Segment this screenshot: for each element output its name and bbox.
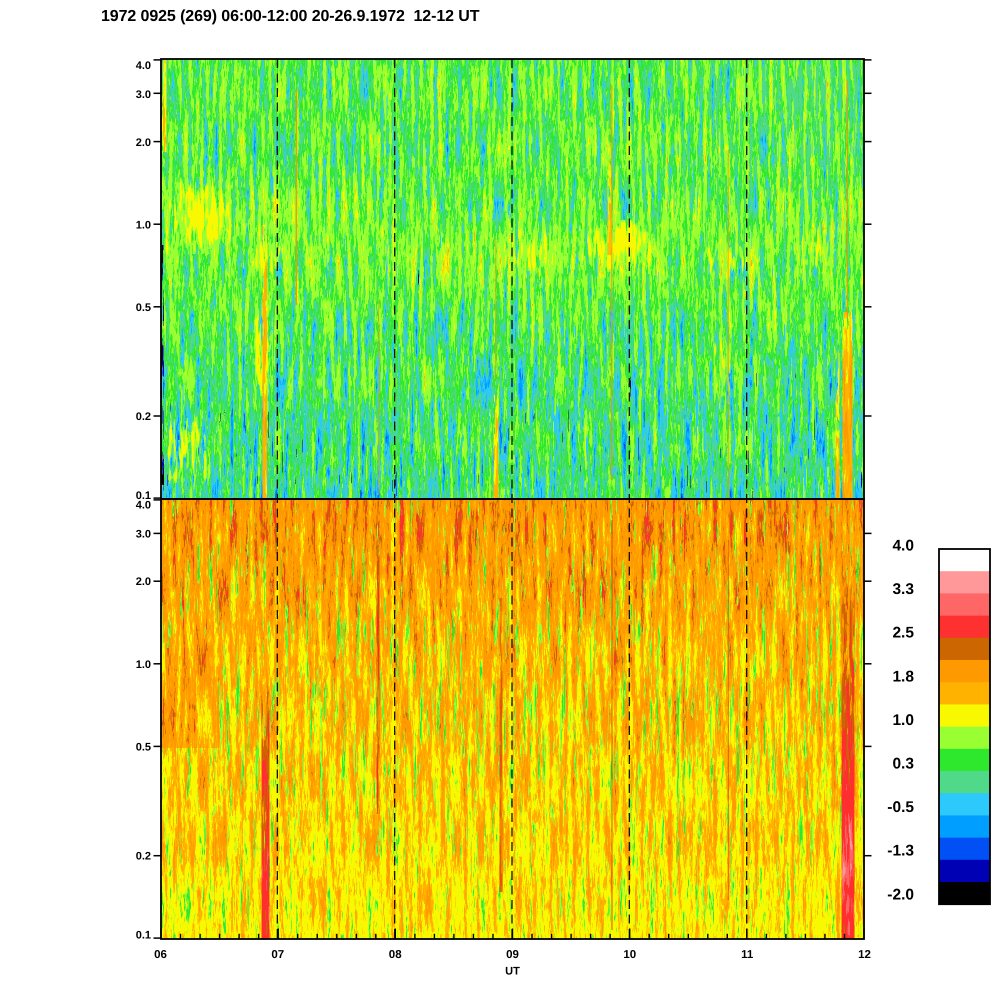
svg-text:UT: UT (505, 966, 520, 978)
svg-text:2.0: 2.0 (136, 576, 151, 588)
svg-text:0.2: 0.2 (136, 851, 151, 863)
svg-text:11: 11 (741, 949, 754, 961)
svg-text:0.5: 0.5 (136, 302, 151, 314)
svg-text:09: 09 (506, 949, 519, 961)
svg-text:4.0: 4.0 (892, 538, 914, 555)
svg-text:1.0: 1.0 (136, 659, 151, 671)
svg-text:08: 08 (389, 949, 402, 961)
svg-text:3.0: 3.0 (136, 89, 151, 101)
svg-text:1.0: 1.0 (136, 219, 151, 231)
svg-text:0.1: 0.1 (136, 490, 151, 502)
svg-text:07: 07 (271, 949, 284, 961)
svg-text:0.2: 0.2 (136, 411, 151, 423)
svg-text:0.1: 0.1 (136, 929, 151, 941)
svg-text:2.5: 2.5 (892, 625, 914, 642)
svg-text:-1.3: -1.3 (887, 843, 914, 860)
svg-text:3.3: 3.3 (892, 581, 914, 598)
svg-text:-2.0: -2.0 (887, 886, 914, 903)
svg-text:-0.5: -0.5 (887, 799, 914, 816)
svg-text:3.0: 3.0 (136, 528, 151, 540)
svg-text:1972 0925 (269) 06:00-12:00 20: 1972 0925 (269) 06:00-12:00 20-26.9.1972… (101, 8, 480, 25)
svg-text:10: 10 (623, 949, 636, 961)
svg-text:4.0: 4.0 (136, 499, 151, 511)
svg-text:0.5: 0.5 (136, 741, 151, 753)
svg-text:1.8: 1.8 (892, 668, 914, 685)
svg-text:06: 06 (154, 949, 167, 961)
svg-text:2.0: 2.0 (136, 137, 151, 149)
svg-text:12: 12 (858, 949, 871, 961)
svg-text:4.0: 4.0 (136, 60, 151, 72)
svg-text:0.3: 0.3 (892, 756, 914, 773)
svg-text:1.0: 1.0 (892, 712, 914, 729)
